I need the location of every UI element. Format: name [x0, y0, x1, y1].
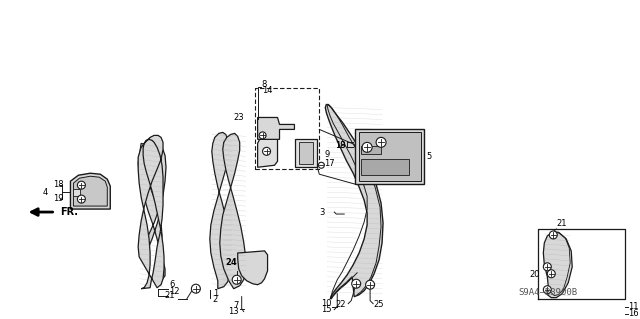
- Circle shape: [547, 270, 556, 278]
- Text: 13: 13: [228, 307, 239, 316]
- Text: 10: 10: [321, 299, 332, 308]
- Polygon shape: [258, 117, 294, 139]
- Text: 11: 11: [628, 302, 639, 311]
- Text: 12: 12: [169, 287, 179, 296]
- Polygon shape: [74, 189, 81, 196]
- Text: 14: 14: [262, 86, 272, 95]
- Circle shape: [191, 284, 200, 293]
- Text: 4: 4: [42, 188, 47, 197]
- Polygon shape: [543, 232, 572, 298]
- Text: 5: 5: [427, 152, 432, 161]
- Polygon shape: [237, 251, 268, 285]
- Text: 22: 22: [336, 300, 346, 309]
- Text: 25: 25: [373, 300, 383, 309]
- Text: 24: 24: [226, 258, 237, 267]
- Polygon shape: [258, 133, 278, 167]
- Polygon shape: [74, 176, 108, 206]
- Polygon shape: [325, 105, 383, 299]
- Circle shape: [549, 231, 557, 239]
- Text: 15: 15: [321, 305, 332, 314]
- Polygon shape: [359, 132, 421, 181]
- Polygon shape: [361, 159, 409, 175]
- Text: 16: 16: [628, 309, 639, 318]
- Text: 19: 19: [54, 194, 64, 203]
- Polygon shape: [138, 143, 166, 282]
- Text: 17: 17: [324, 159, 335, 168]
- Text: 9: 9: [324, 150, 330, 159]
- Circle shape: [77, 181, 85, 189]
- Text: 20: 20: [530, 270, 540, 279]
- Circle shape: [259, 132, 266, 139]
- Text: 18: 18: [54, 180, 64, 189]
- Polygon shape: [70, 173, 110, 209]
- Text: 23: 23: [233, 113, 244, 122]
- Text: 8: 8: [262, 80, 267, 89]
- Text: 18: 18: [335, 141, 345, 150]
- Circle shape: [232, 275, 241, 284]
- Text: FR.: FR.: [61, 207, 79, 217]
- Circle shape: [352, 279, 361, 288]
- Circle shape: [365, 280, 374, 289]
- Circle shape: [262, 147, 271, 155]
- Text: 3: 3: [319, 208, 324, 217]
- Text: 1: 1: [213, 289, 218, 298]
- Circle shape: [376, 137, 386, 147]
- Polygon shape: [355, 130, 424, 184]
- Text: 21: 21: [556, 219, 567, 228]
- Text: 7: 7: [234, 301, 239, 310]
- Text: 21: 21: [164, 291, 175, 300]
- Polygon shape: [300, 142, 314, 164]
- Circle shape: [543, 286, 551, 294]
- Circle shape: [318, 162, 324, 168]
- Text: 19: 19: [335, 141, 345, 150]
- Text: 6: 6: [169, 280, 174, 289]
- Polygon shape: [220, 133, 246, 289]
- Polygon shape: [296, 139, 317, 167]
- Text: 2: 2: [213, 295, 218, 304]
- Polygon shape: [361, 146, 381, 154]
- Text: S9A4−B3900B: S9A4−B3900B: [518, 288, 577, 297]
- Polygon shape: [210, 132, 231, 289]
- Circle shape: [543, 263, 551, 271]
- Polygon shape: [138, 135, 164, 289]
- Circle shape: [77, 195, 85, 203]
- Circle shape: [362, 142, 372, 152]
